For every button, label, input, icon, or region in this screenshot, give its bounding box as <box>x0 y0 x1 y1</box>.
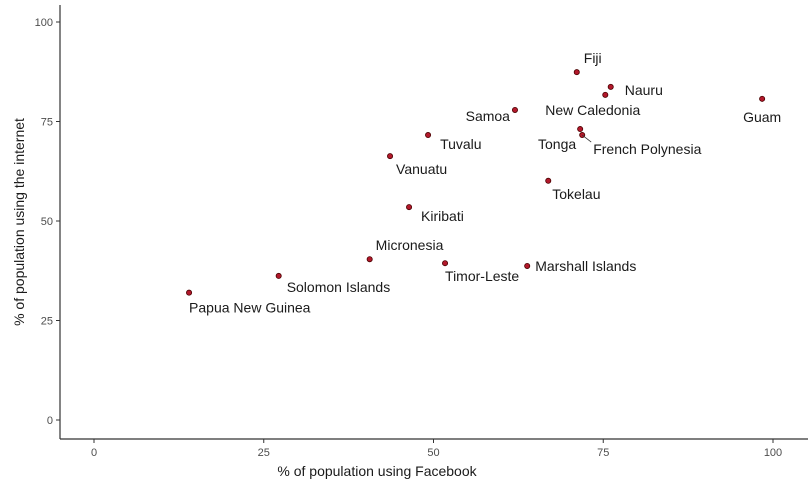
x-axis-title: % of population using Facebook <box>277 463 477 479</box>
x-tick-label: 75 <box>597 447 609 459</box>
x-axis-ticks: 0 25 50 75 100 <box>91 439 782 459</box>
y-tick-label: 50 <box>41 216 53 228</box>
y-tick-label: 25 <box>41 316 53 328</box>
point-label-guam: Guam <box>743 109 781 125</box>
point-label-kiribati: Kiribati <box>421 208 464 224</box>
point-label-micronesia: Micronesia <box>376 237 444 253</box>
y-axis-ticks: 0 25 50 75 100 <box>35 17 60 427</box>
point-label-nauru: Nauru <box>625 82 663 98</box>
y-axis-title: % of population using the internet <box>11 118 27 326</box>
y-tick-label: 100 <box>35 17 53 29</box>
data-point-samoa <box>511 106 518 113</box>
data-point-tonga <box>577 126 584 133</box>
x-tick-label: 100 <box>764 447 782 459</box>
y-tick-label: 75 <box>41 117 53 129</box>
data-point-guam <box>759 95 766 102</box>
y-tick-label: 0 <box>47 415 53 427</box>
point-label-samoa: Samoa <box>466 108 511 124</box>
data-point-marshall-islands <box>524 262 531 269</box>
point-labels: Papua New Guinea Solomon Islands Micronesi… <box>189 50 781 315</box>
data-point-fiji <box>573 69 580 76</box>
data-point-kiribati <box>406 204 413 211</box>
data-points <box>186 69 766 296</box>
point-label-tonga: Tonga <box>538 136 576 152</box>
point-label-solomon-islands: Solomon Islands <box>287 279 391 295</box>
x-tick-label: 0 <box>91 447 97 459</box>
data-point-new-caledonia <box>602 91 609 98</box>
point-label-vanuatu: Vanuatu <box>396 161 447 177</box>
point-label-french-polynesia: French Polynesia <box>593 141 701 157</box>
data-point-timor-leste <box>442 260 449 267</box>
data-point-solomon-islands <box>275 272 282 279</box>
point-label-new-caledonia: New Caledonia <box>545 102 640 118</box>
point-label-tuvalu: Tuvalu <box>440 136 482 152</box>
label-leader-line <box>581 134 592 143</box>
x-tick-label: 50 <box>427 447 439 459</box>
data-point-papua-new-guinea <box>186 289 193 296</box>
data-point-tuvalu <box>425 132 432 139</box>
point-label-papua-new-guinea: Papua New Guinea <box>189 300 311 316</box>
point-label-timor-leste: Timor-Leste <box>445 268 519 284</box>
point-label-tokelau: Tokelau <box>552 186 600 202</box>
x-tick-label: 25 <box>258 447 270 459</box>
data-point-vanuatu <box>387 153 394 160</box>
point-label-marshall-islands: Marshall Islands <box>535 258 636 274</box>
data-point-nauru <box>607 83 614 90</box>
data-point-micronesia <box>366 256 373 263</box>
point-label-fiji: Fiji <box>584 50 602 66</box>
data-point-tokelau <box>545 177 552 184</box>
